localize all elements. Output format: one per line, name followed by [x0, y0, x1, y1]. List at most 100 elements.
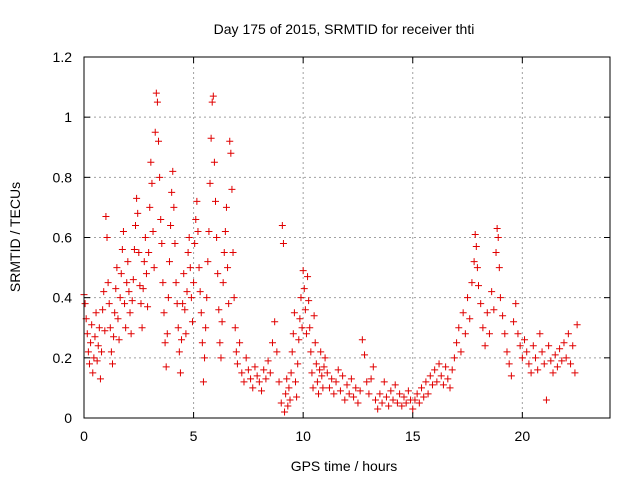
x-tick-label: 0	[80, 428, 88, 444]
data-point	[193, 197, 201, 205]
data-point	[300, 285, 308, 293]
data-point	[132, 221, 140, 229]
data-point	[287, 369, 295, 377]
data-point	[133, 194, 141, 202]
data-point	[176, 369, 184, 377]
data-point	[400, 393, 408, 401]
data-point	[347, 375, 355, 383]
data-point	[148, 179, 156, 187]
data-point	[442, 363, 450, 371]
data-point	[201, 354, 209, 362]
data-point	[512, 300, 520, 308]
data-point	[516, 342, 524, 350]
data-point	[317, 348, 325, 356]
data-point	[301, 306, 309, 314]
data-point	[439, 381, 447, 389]
data-point	[129, 276, 137, 284]
data-point	[197, 309, 205, 317]
data-point	[402, 399, 410, 407]
data-point	[137, 300, 145, 308]
data-point	[102, 212, 110, 220]
data-point	[170, 203, 178, 211]
data-point	[305, 297, 313, 305]
data-point	[320, 363, 328, 371]
data-point	[165, 258, 173, 266]
data-point	[275, 378, 283, 386]
data-point	[418, 384, 426, 392]
data-point	[114, 315, 122, 323]
data-point	[398, 402, 406, 410]
data-point	[186, 264, 194, 272]
data-point	[356, 387, 364, 395]
data-point	[198, 339, 206, 347]
data-point	[551, 351, 559, 359]
data-point	[350, 393, 358, 401]
data-point	[98, 348, 106, 356]
data-point	[160, 309, 168, 317]
data-point	[103, 234, 111, 241]
data-point	[138, 324, 146, 332]
data-point	[378, 399, 386, 407]
data-point	[470, 258, 478, 266]
data-point	[136, 282, 144, 290]
y-axis-label: SRMTID / TECUs	[7, 182, 23, 292]
data-point	[529, 342, 537, 350]
data-point	[531, 354, 539, 362]
data-point	[92, 309, 100, 317]
data-point	[135, 249, 143, 257]
data-point	[545, 342, 553, 350]
data-point	[99, 306, 107, 314]
data-point	[341, 396, 349, 404]
data-point	[503, 348, 511, 356]
data-point	[293, 393, 301, 401]
data-point	[121, 300, 129, 308]
data-point	[573, 321, 581, 329]
data-point	[277, 399, 285, 407]
data-point	[84, 348, 92, 356]
data-point	[505, 360, 513, 368]
data-point	[141, 234, 149, 241]
data-point	[453, 339, 461, 347]
data-point	[560, 339, 568, 347]
data-point	[336, 387, 344, 395]
y-tick-labels: 0 0.2 0.4 0.6 0.8 1 1.2	[53, 49, 73, 426]
data-point	[187, 294, 195, 302]
data-point	[562, 354, 570, 362]
data-point	[510, 318, 518, 326]
data-point	[204, 258, 212, 266]
data-point	[164, 294, 172, 302]
data-point	[444, 375, 452, 383]
data-point	[472, 243, 480, 251]
data-point	[294, 360, 302, 368]
data-point	[385, 402, 393, 410]
data-point	[495, 264, 503, 272]
data-point	[195, 264, 203, 272]
data-point	[493, 224, 501, 232]
data-point	[507, 372, 515, 380]
data-point	[83, 330, 91, 338]
data-point	[178, 336, 186, 344]
data-point	[299, 267, 307, 275]
data-point	[549, 369, 557, 377]
data-point	[134, 209, 142, 217]
data-point	[180, 270, 188, 278]
data-point	[232, 348, 240, 356]
data-point	[231, 324, 239, 332]
y-tick-label: 0.6	[53, 230, 73, 246]
data-point	[196, 288, 204, 296]
data-point	[542, 396, 550, 404]
data-point	[238, 369, 246, 377]
y-tick-label: 0.8	[53, 169, 73, 185]
data-point	[140, 258, 148, 266]
data-point	[216, 339, 224, 347]
data-point	[158, 240, 166, 248]
data-point	[365, 390, 373, 398]
data-point	[255, 378, 263, 386]
data-point	[279, 240, 287, 248]
data-point	[222, 203, 230, 211]
data-point	[525, 360, 533, 368]
data-point	[461, 330, 469, 338]
data-point	[488, 288, 496, 296]
data-point	[130, 246, 138, 254]
data-point	[514, 330, 522, 338]
